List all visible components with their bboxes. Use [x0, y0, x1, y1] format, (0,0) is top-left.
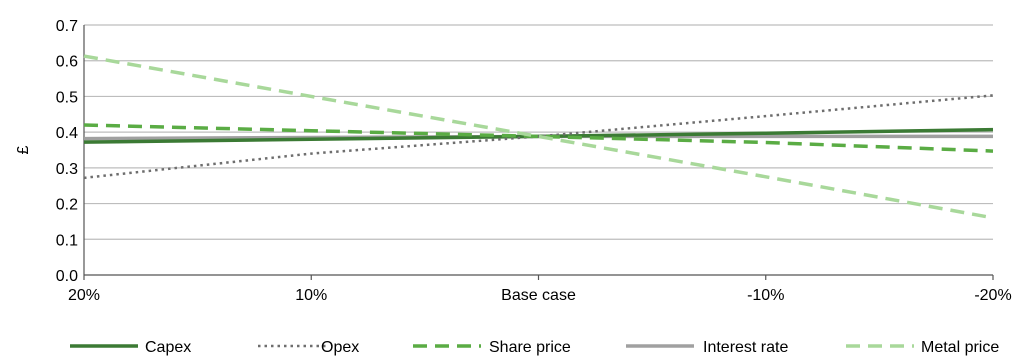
y-axis-label: £ [15, 145, 32, 154]
y-tick-labels: 0.0 0.1 0.2 0.3 0.4 0.5 0.6 0.7 [56, 18, 78, 285]
x-tick-label: -20% [974, 287, 1011, 304]
series-lines [83, 54, 994, 220]
legend-label: Opex [321, 339, 359, 356]
y-tick-label: 0.2 [56, 197, 78, 214]
x-tick-label: -10% [747, 287, 784, 304]
grid [84, 24, 993, 240]
x-tick-labels: 20% 10% Base case -10% -20% [68, 287, 1012, 304]
y-tick-label: 0.7 [56, 18, 78, 35]
series-line-opex [83, 94, 994, 180]
series-line-share-price [83, 123, 994, 153]
legend: Capex Opex Share price Interest rate Metal p… [70, 339, 999, 356]
y-tick-label: 0.5 [56, 89, 78, 106]
legend-label: Share price [489, 339, 571, 356]
x-tick-label: 10% [295, 287, 327, 304]
x-tick-label: 20% [68, 287, 100, 304]
y-tick-label: 0.0 [56, 268, 78, 285]
axes [83, 25, 994, 280]
legend-label: Capex [145, 339, 191, 356]
legend-label: Metal price [921, 339, 999, 356]
y-tick-label: 0.6 [56, 54, 78, 71]
y-tick-label: 0.3 [56, 161, 78, 178]
y-tick-label: 0.4 [56, 125, 78, 142]
y-tick-label: 0.1 [56, 232, 78, 249]
x-tick-label: Base case [501, 287, 576, 304]
legend-label: Interest rate [703, 339, 788, 356]
